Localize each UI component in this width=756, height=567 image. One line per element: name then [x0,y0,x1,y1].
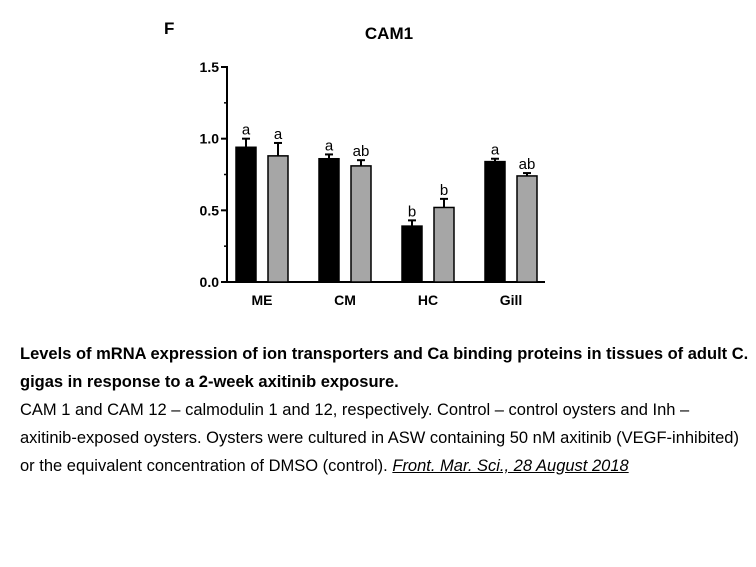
significance-label: ab [353,143,370,160]
bar-chart: F CAM1 0.0 0.5 1.0 1.5 a a ME a ab CM b b HC a ab Gill [164,19,545,308]
panel-label: F [164,19,174,38]
x-tick-label: CM [334,292,356,308]
bar [433,206,455,283]
y-tick-label: 1.0 [200,131,220,147]
y-tick-label: 1.5 [200,59,220,75]
bar [401,225,423,283]
y-tick-label: 0.5 [200,202,220,218]
bar [484,160,506,283]
bar [350,165,372,283]
y-tick-label: 0.0 [200,274,220,290]
significance-label: b [408,203,416,220]
significance-label: a [491,142,500,159]
caption-body: CAM 1 and CAM 12 – calmodulin 1 and 12, … [20,401,739,475]
caption-title: Levels of mRNA expression of ion transpo… [20,345,749,391]
bar [318,157,340,283]
figure-caption: Levels of mRNA expression of ion transpo… [20,340,750,480]
figure-panel: F CAM1 0.0 0.5 1.0 1.5 a a ME a ab CM b b HC a ab Gill [164,19,545,308]
x-tick-label: Gill [500,292,523,308]
chart-title: CAM1 [365,24,413,43]
source-link[interactable]: Front. Mar. Sci., 28 August 2018 [392,457,629,475]
x-tick-label: HC [418,292,438,308]
bar [235,146,257,283]
plot-area: 0.0 0.5 1.0 1.5 a a ME a ab CM b b HC a ab Gill [200,59,545,308]
bar [516,175,538,283]
significance-label: ab [519,156,536,173]
significance-label: a [274,126,283,143]
significance-label: a [325,137,334,154]
significance-label: b [440,182,448,199]
bar [267,155,289,283]
x-tick-label: ME [252,292,273,308]
significance-label: a [242,122,251,139]
